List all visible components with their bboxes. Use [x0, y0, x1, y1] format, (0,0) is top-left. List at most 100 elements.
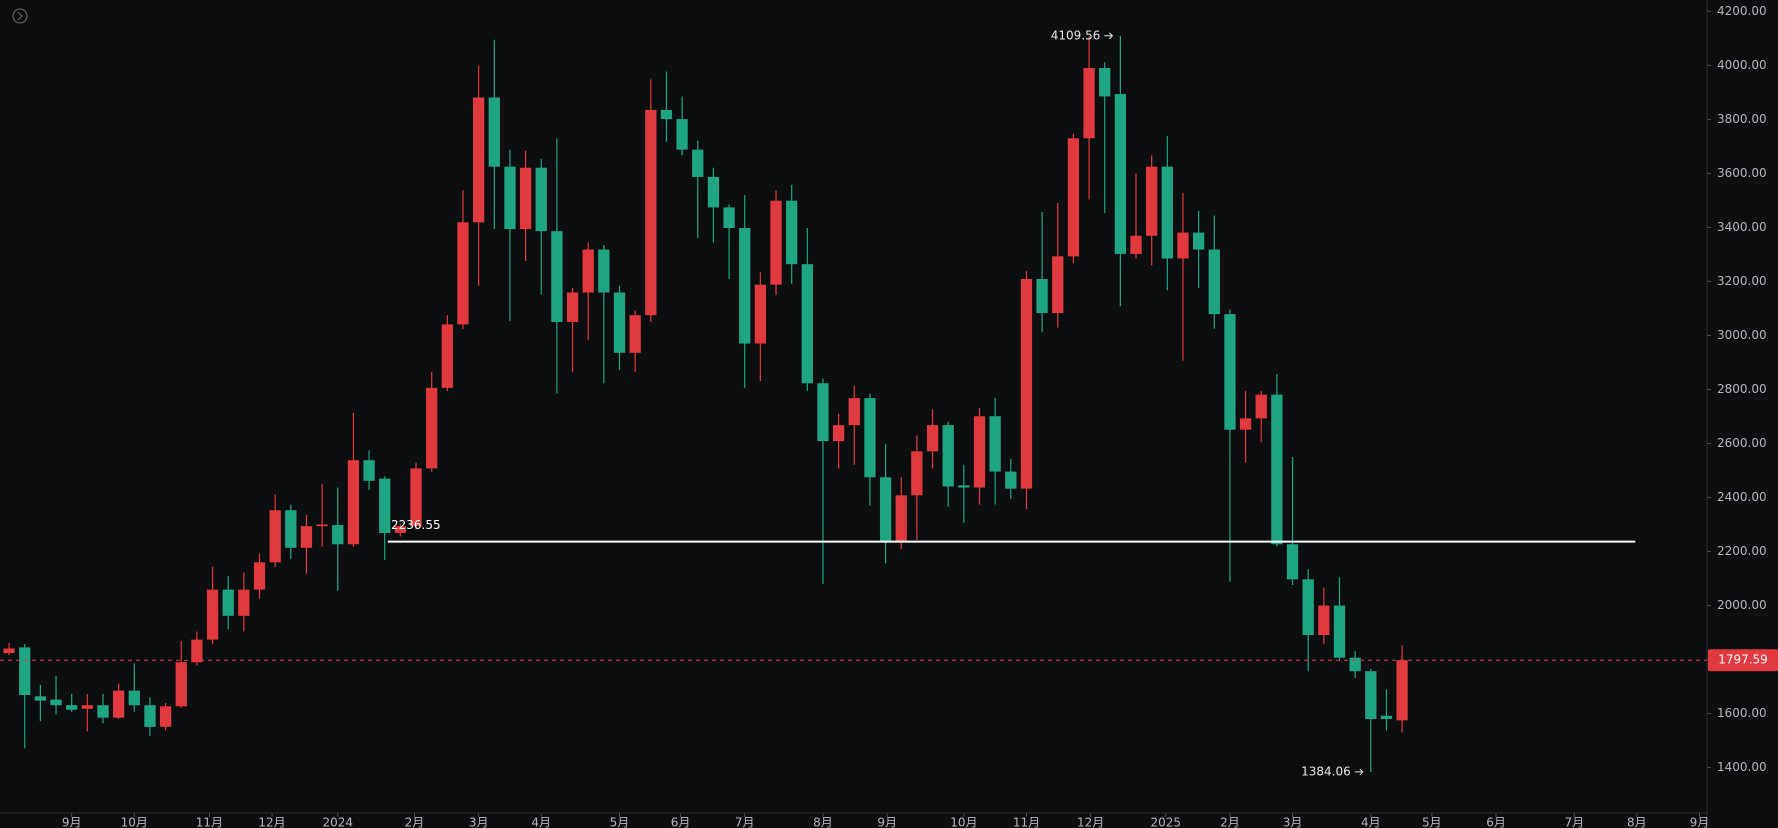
candle-body: [1114, 93, 1127, 254]
candle-body: [582, 249, 594, 293]
x-tick-label: 6月: [1486, 816, 1506, 828]
candle-body: [1005, 471, 1017, 489]
horizontal-line-label: 2236.55: [391, 518, 441, 532]
candle-body: [895, 495, 907, 543]
x-tick-label: 11月: [1013, 816, 1040, 828]
x-tick-label: 2月: [1220, 816, 1240, 828]
candle-body: [645, 109, 657, 316]
candle-body: [253, 562, 266, 590]
x-tick-label: 11月: [196, 816, 223, 828]
y-tick-label: 2600.00: [1717, 436, 1767, 450]
candle-body: [441, 324, 453, 388]
candle-body: [1239, 418, 1252, 430]
candle-body: [1365, 671, 1377, 720]
candle-body: [128, 690, 140, 706]
x-tick-label: 10月: [121, 816, 148, 828]
candle-body: [269, 510, 281, 563]
x-tick-label: 7月: [735, 816, 755, 828]
candle-body: [238, 589, 250, 616]
x-tick-label: 12月: [1077, 816, 1104, 828]
y-tick-label: 1400.00: [1717, 760, 1767, 774]
candle-body: [1083, 68, 1095, 139]
y-tick-label: 3600.00: [1717, 166, 1767, 180]
candle-body: [488, 97, 500, 167]
x-tick-label: 4月: [1361, 816, 1381, 828]
y-tick-label: 3400.00: [1717, 220, 1767, 234]
candle-body: [316, 524, 328, 527]
x-tick-label: 2024: [322, 816, 353, 828]
candle-body: [817, 383, 829, 442]
candle-body: [1130, 235, 1142, 254]
candle-body: [1208, 249, 1220, 315]
y-tick-label: 3800.00: [1717, 112, 1767, 126]
candle-body: [551, 231, 563, 322]
candle-body: [410, 468, 422, 527]
candle-body: [347, 460, 360, 545]
x-tick-label: 10月: [950, 816, 977, 828]
candle-body: [1177, 232, 1189, 259]
y-tick-label: 4000.00: [1717, 58, 1767, 72]
candle-body: [879, 477, 892, 543]
candle-body: [285, 510, 297, 548]
x-tick-label: 8月: [813, 816, 833, 828]
candle-body: [1286, 544, 1299, 580]
y-tick-label: 3000.00: [1717, 328, 1767, 342]
candle-body: [394, 526, 407, 533]
candle-body: [363, 460, 375, 481]
candle-body: [97, 705, 109, 718]
candle-body: [332, 525, 344, 545]
candle-body: [942, 425, 954, 487]
low-marker-arrow: [1354, 768, 1364, 776]
candle-body: [676, 119, 688, 150]
expand-icon-arrow: [17, 11, 23, 21]
candle-body: [81, 705, 93, 709]
high-marker-label: 4109.56: [1051, 28, 1101, 42]
candle-body: [723, 207, 735, 228]
y-tick-label: 4200.00: [1717, 4, 1767, 18]
x-tick-label: 7月: [1564, 816, 1584, 828]
candle-body: [926, 425, 939, 452]
candle-body: [1192, 232, 1205, 250]
candle-body: [1255, 394, 1267, 419]
candle-body: [3, 648, 15, 654]
candle-body: [504, 166, 516, 230]
candle-body: [754, 284, 767, 344]
candle-body: [1146, 166, 1158, 236]
candle-body: [613, 292, 626, 353]
low-marker-label: 1384.06: [1301, 764, 1351, 778]
candle-body: [1067, 138, 1080, 257]
candle-body: [222, 589, 234, 616]
candle-body: [34, 696, 47, 701]
candle-body: [457, 222, 469, 325]
candle-body: [848, 398, 860, 426]
x-tick-label: 6月: [671, 816, 691, 828]
expand-icon[interactable]: [12, 8, 28, 24]
candle-body: [473, 97, 485, 223]
candle-body: [1161, 166, 1173, 259]
x-tick-label: 3月: [1283, 816, 1303, 828]
x-tick-label: 2025: [1150, 816, 1181, 828]
candle-body: [864, 398, 876, 478]
x-tick-label: 8月: [1627, 816, 1647, 828]
candle-body: [973, 416, 986, 488]
y-tick-label: 1600.00: [1717, 706, 1767, 720]
candle-body: [660, 109, 673, 120]
x-tick-label: 5月: [1422, 816, 1442, 828]
candle-body: [535, 167, 547, 232]
candle-body: [1099, 68, 1111, 97]
candle-body: [770, 200, 782, 285]
candle-body: [66, 705, 78, 710]
candle-body: [1333, 605, 1346, 658]
candle-body: [19, 647, 31, 695]
candle-body: [1271, 394, 1283, 545]
candle-body: [958, 485, 970, 488]
candle-body: [1318, 605, 1330, 636]
candle-body: [144, 705, 156, 727]
candle-body: [113, 690, 125, 718]
candle-body: [989, 416, 1001, 472]
candle-body: [519, 167, 532, 230]
plot-area: 1400.001600.001800.002000.002200.002400.…: [0, 4, 1778, 828]
